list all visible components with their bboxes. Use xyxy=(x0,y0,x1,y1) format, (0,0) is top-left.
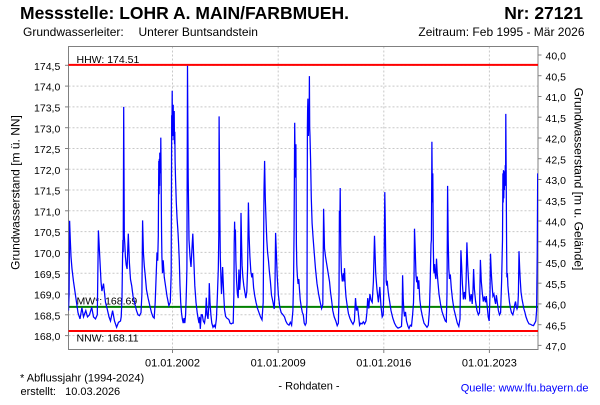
svg-text:44,0: 44,0 xyxy=(546,217,567,229)
svg-text:01.01.2009: 01.01.2009 xyxy=(251,358,306,370)
svg-text:171,5: 171,5 xyxy=(34,186,60,198)
svg-text:43,5: 43,5 xyxy=(546,196,567,208)
svg-text:01.01.2002: 01.01.2002 xyxy=(145,358,200,370)
svg-text:170,5: 170,5 xyxy=(34,227,60,239)
svg-text:42,0: 42,0 xyxy=(546,134,567,146)
svg-text:Unterer Buntsandstein: Unterer Buntsandstein xyxy=(139,25,258,39)
svg-text:Zeitraum: Feb 1995 - Mär 2026: Zeitraum: Feb 1995 - Mär 2026 xyxy=(418,25,584,39)
svg-text:erstellt: 10.03.2026: erstellt: 10.03.2026 xyxy=(21,386,121,398)
svg-text:174,5: 174,5 xyxy=(34,61,60,73)
svg-text:174,0: 174,0 xyxy=(34,82,60,94)
svg-text:Grundwasserstand [m ü. NN]: Grundwasserstand [m ü. NN] xyxy=(9,115,23,270)
svg-text:Grundwasserleiter:: Grundwasserleiter: xyxy=(23,25,124,39)
svg-text:NNW: 168.11: NNW: 168.11 xyxy=(77,332,139,344)
svg-text:172,5: 172,5 xyxy=(34,144,60,156)
svg-text:01.01.2023: 01.01.2023 xyxy=(462,358,517,370)
svg-text:Grundwasserstand [m u. Gelände: Grundwasserstand [m u. Gelände] xyxy=(572,88,586,271)
svg-text:40,5: 40,5 xyxy=(546,71,567,83)
svg-text:01.01.2016: 01.01.2016 xyxy=(356,358,411,370)
svg-text:Nr: 27121: Nr: 27121 xyxy=(504,3,583,23)
svg-text:170,0: 170,0 xyxy=(34,248,60,260)
svg-text:173,0: 173,0 xyxy=(34,123,60,135)
svg-text:HHW: 174.51: HHW: 174.51 xyxy=(77,54,140,66)
svg-text:169,5: 169,5 xyxy=(34,269,60,281)
svg-text:41,0: 41,0 xyxy=(546,92,567,104)
svg-text:45,5: 45,5 xyxy=(546,279,567,291)
svg-text:173,5: 173,5 xyxy=(34,103,60,115)
svg-text:171,0: 171,0 xyxy=(34,206,60,218)
svg-text:Messstelle: LOHR A. MAIN/FARBM: Messstelle: LOHR A. MAIN/FARBMUEH. xyxy=(20,3,349,23)
svg-text:* Abflussjahr (1994-2024): * Abflussjahr (1994-2024) xyxy=(20,372,144,384)
svg-text:45,0: 45,0 xyxy=(546,258,567,270)
svg-text:42,5: 42,5 xyxy=(546,154,567,166)
svg-text:- Rohdaten -: - Rohdaten - xyxy=(278,381,339,393)
svg-text:168,5: 168,5 xyxy=(34,310,60,322)
svg-text:46,0: 46,0 xyxy=(546,300,567,312)
svg-text:169,0: 169,0 xyxy=(34,290,60,302)
svg-text:47,0: 47,0 xyxy=(546,341,567,353)
svg-text:43,0: 43,0 xyxy=(546,175,567,187)
svg-text:Quelle: www.lfu.bayern.de: Quelle: www.lfu.bayern.de xyxy=(461,382,589,394)
svg-text:44,5: 44,5 xyxy=(546,237,567,249)
svg-text:46,5: 46,5 xyxy=(546,320,567,332)
svg-text:40,0: 40,0 xyxy=(546,51,567,63)
svg-text:168,0: 168,0 xyxy=(34,331,60,343)
svg-text:172,0: 172,0 xyxy=(34,165,60,177)
svg-text:41,5: 41,5 xyxy=(546,113,567,125)
